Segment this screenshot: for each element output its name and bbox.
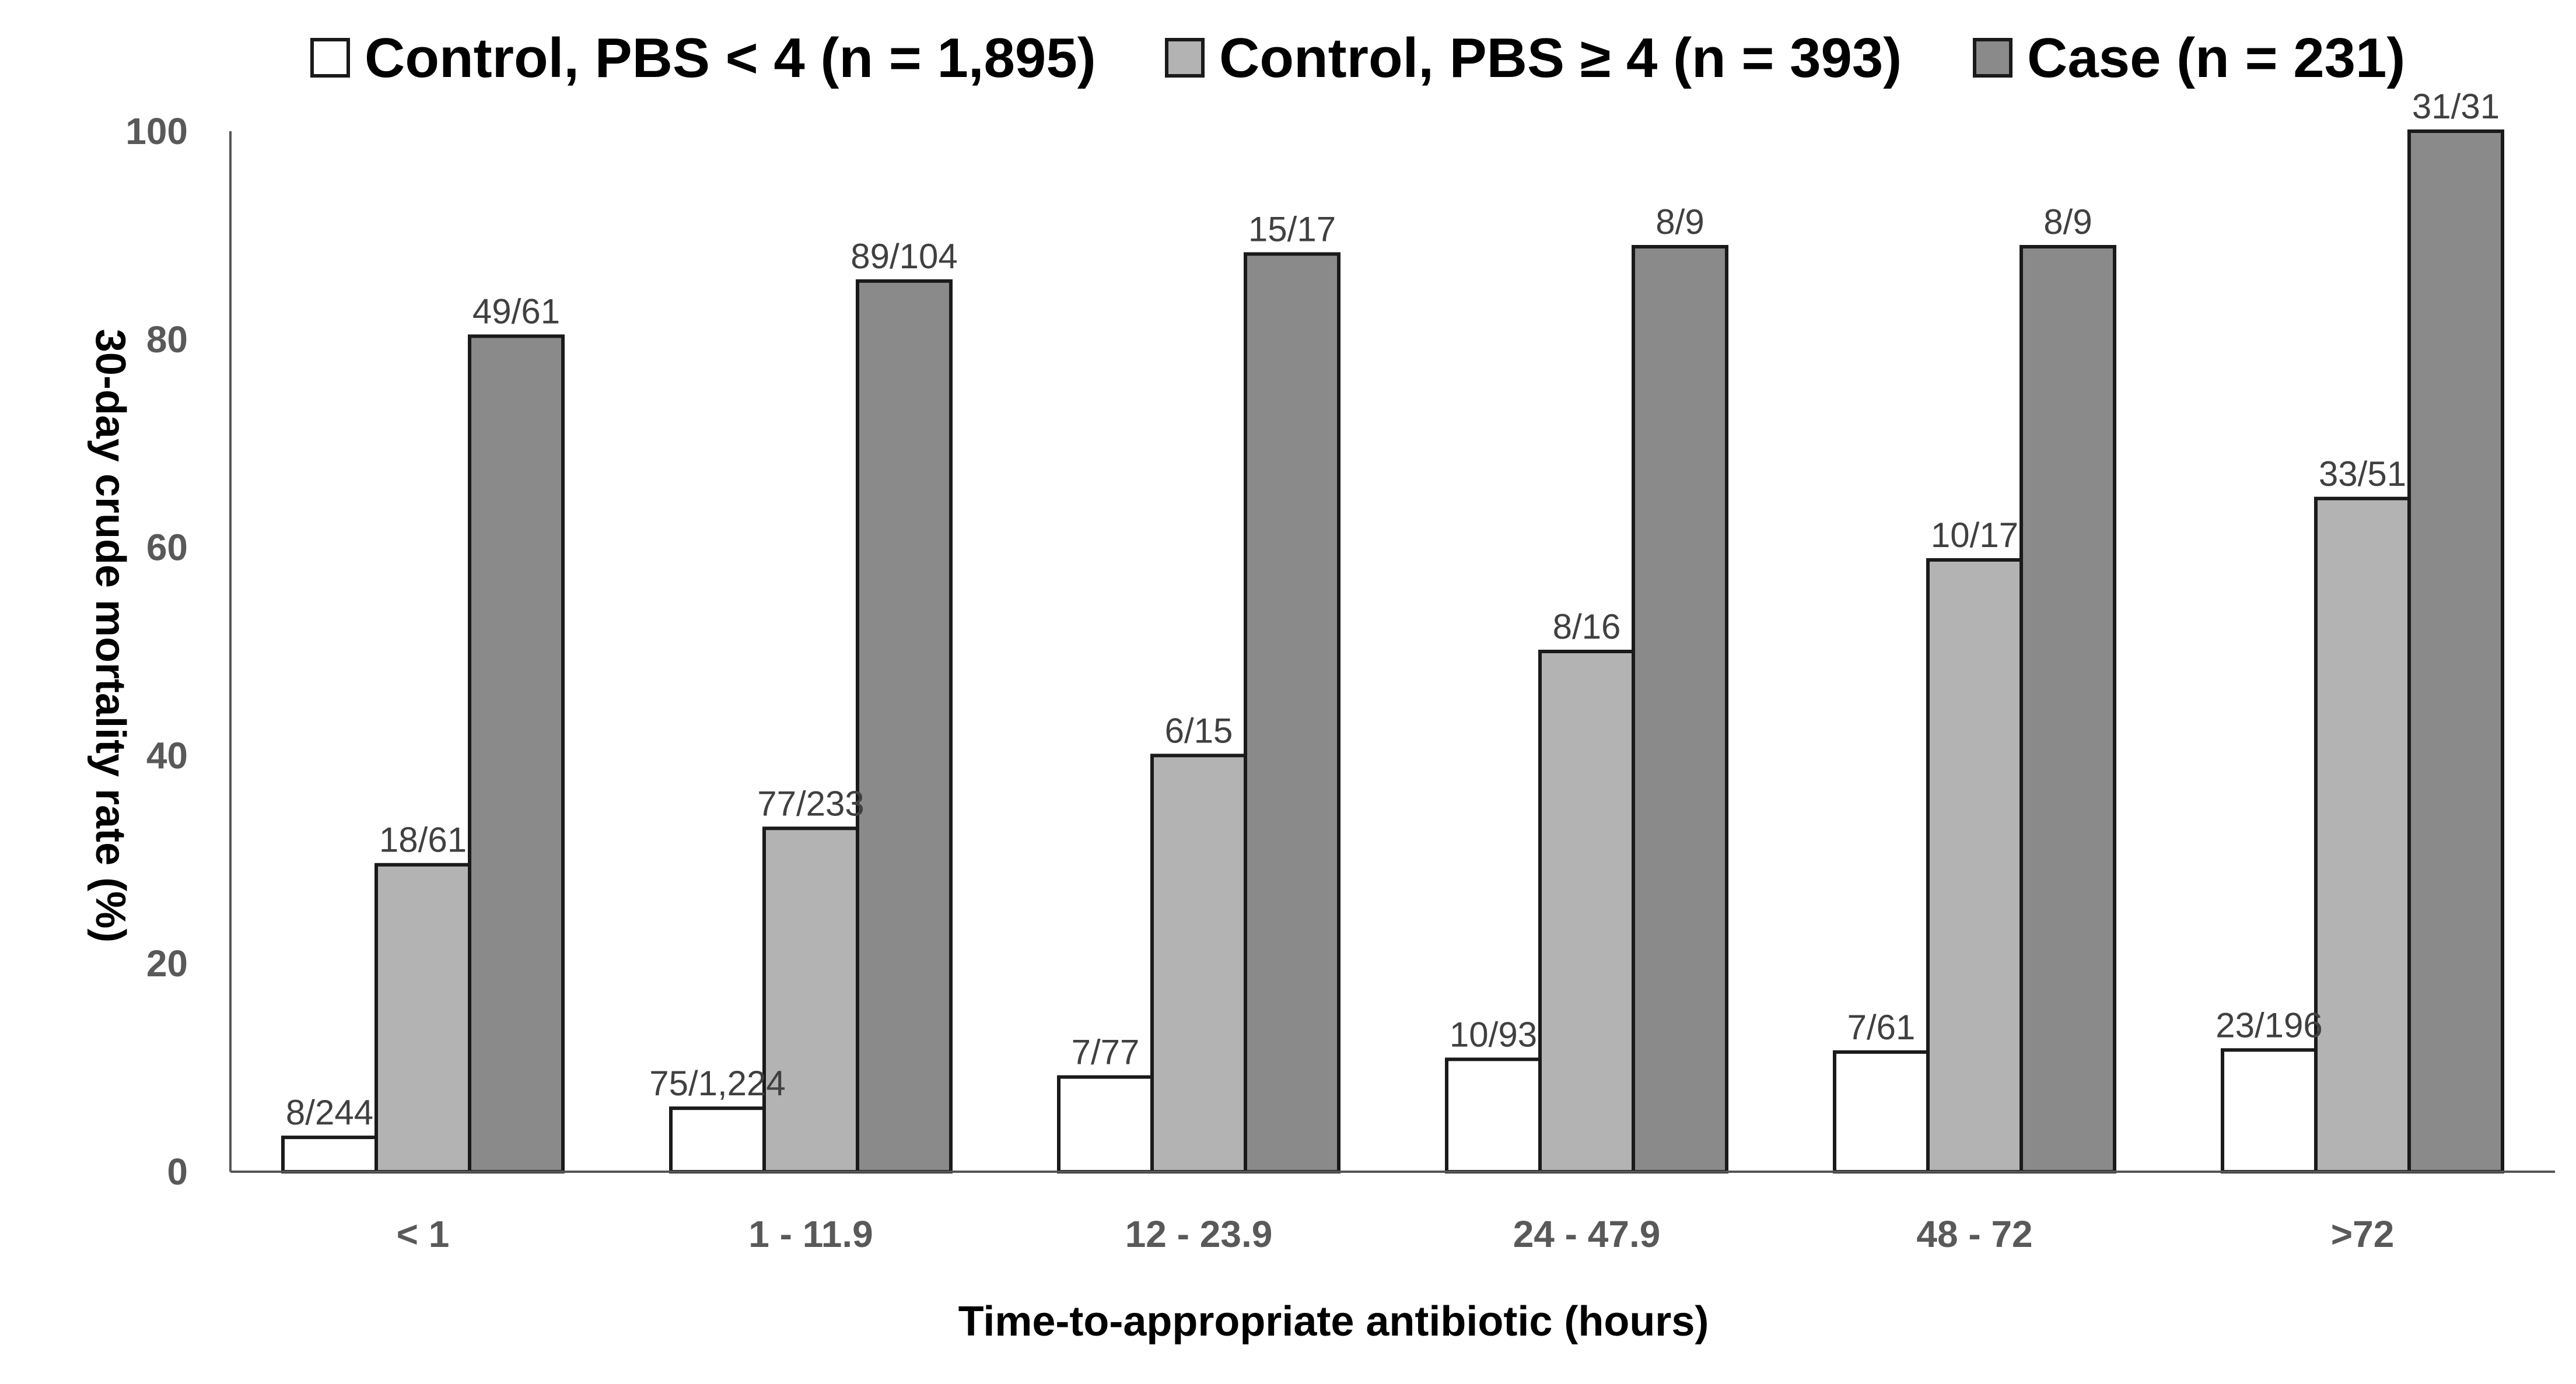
y-tick-label: 0 [167, 1151, 188, 1193]
legend-label: Control, PBS < 4 (n = 1,895) [365, 27, 1096, 89]
bar-data-labels: 8/244 75/1,224 7/77 10/93 7/61 23/196 18/61 77/… [286, 87, 2500, 1132]
bar-data-label: 8/9 [1656, 202, 1704, 241]
x-tick-label: 24 - 47.9 [1513, 1213, 1661, 1255]
bar [1057, 1075, 1154, 1173]
bar-data-label: 89/104 [850, 237, 958, 276]
bar [762, 826, 859, 1173]
bar-data-label: 15/17 [1248, 210, 1336, 249]
x-tick-label: 1 - 11.9 [748, 1213, 873, 1255]
x-tick-label: < 1 [397, 1213, 450, 1255]
bar [1150, 754, 1247, 1173]
legend-label: Control, PBS ≥ 4 (n = 393) [1219, 27, 1902, 89]
bar-data-label: 6/15 [1165, 711, 1233, 750]
bar-data-label: 18/61 [379, 821, 467, 860]
bar [856, 279, 953, 1173]
y-axis-title: 30-day crude mortality rate (%) [87, 329, 134, 942]
x-tick-label: 48 - 72 [1916, 1213, 2032, 1255]
bar [468, 334, 565, 1173]
y-tick-label: 100 [125, 110, 188, 152]
legend: Control, PBS < 4 (n = 1,895) Control, PBS… [310, 27, 2405, 89]
bar [281, 1136, 378, 1174]
y-axis-ticks: 0 20 40 60 80 100 [125, 110, 188, 1193]
y-tick-label: 20 [146, 942, 188, 984]
bar-data-label: 75/1,224 [649, 1064, 786, 1103]
bar [1926, 558, 2023, 1173]
bar-data-label: 7/77 [1072, 1033, 1140, 1072]
y-tick-label: 60 [146, 527, 188, 569]
bar-data-label: 31/31 [2412, 87, 2500, 126]
bar [2020, 245, 2116, 1173]
legend-label: Case (n = 231) [2027, 27, 2405, 89]
bar [1445, 1057, 1542, 1173]
bar-data-label: 77/233 [757, 784, 864, 823]
bars [281, 129, 2504, 1174]
y-tick-label: 40 [146, 734, 188, 776]
bar-data-label: 49/61 [473, 292, 560, 331]
legend-swatch [1165, 38, 1205, 78]
bar [2314, 496, 2411, 1174]
bar-data-label: 8/16 [1553, 607, 1621, 646]
bar-data-label: 8/244 [286, 1093, 373, 1132]
x-axis-title: Time-to-appropriate antibiotic (hours) [958, 1298, 1709, 1345]
bar [669, 1106, 766, 1174]
bar [1632, 245, 1728, 1173]
x-axis-ticks: < 1 1 - 11.9 12 - 23.9 24 - 47.9 48 - 72 >72 [397, 1213, 2395, 1255]
bar [1538, 650, 1635, 1173]
bar [2407, 129, 2504, 1173]
legend-swatch [1973, 38, 2013, 78]
x-tick-label: 12 - 23.9 [1125, 1213, 1273, 1255]
bar-data-label: 10/93 [1450, 1015, 1537, 1054]
bar-data-label: 23/196 [2216, 1005, 2323, 1045]
bar [2221, 1048, 2318, 1173]
bar-data-label: 10/17 [1931, 516, 2018, 555]
bar-data-label: 7/61 [1847, 1008, 1916, 1047]
bar-data-label: 8/9 [2043, 202, 2092, 241]
bar [374, 863, 471, 1173]
x-tick-label: >72 [2331, 1213, 2395, 1255]
bar-data-label: 33/51 [2319, 454, 2406, 493]
bar [1833, 1050, 1930, 1173]
legend-swatch [310, 38, 350, 78]
bar [1244, 252, 1340, 1174]
y-tick-label: 80 [146, 318, 188, 360]
